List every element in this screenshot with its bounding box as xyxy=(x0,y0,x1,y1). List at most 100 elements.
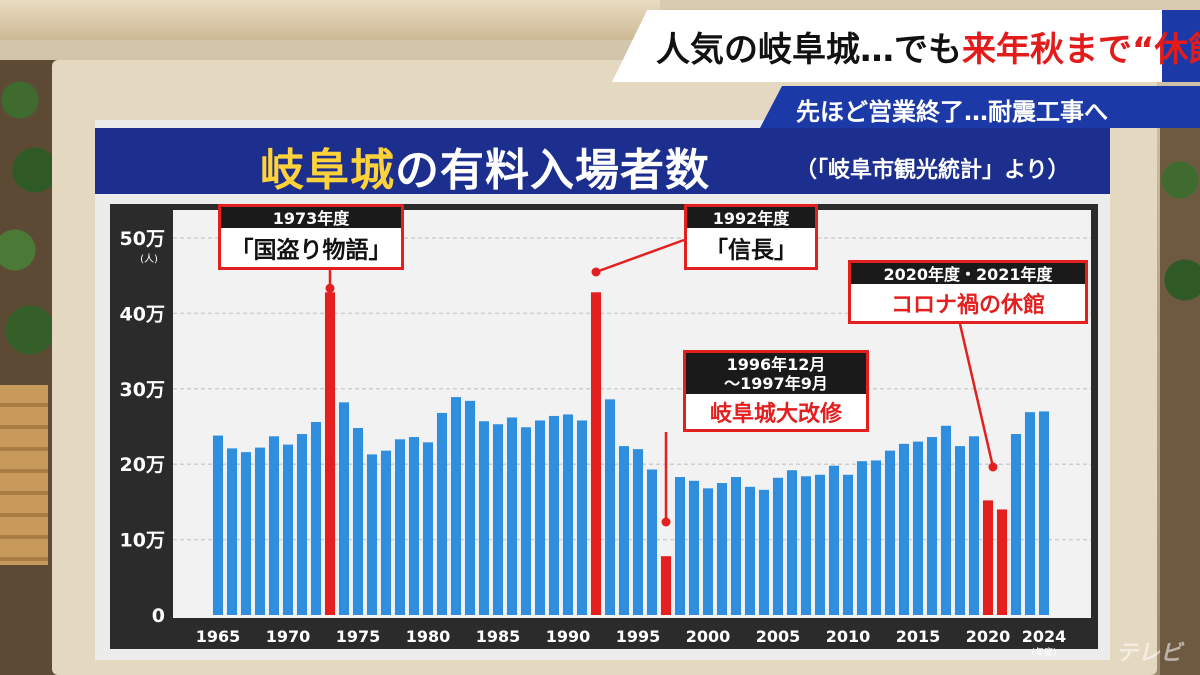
bar-1987 xyxy=(520,427,532,615)
annotation-period: 2020年度・2021年度 xyxy=(883,265,1053,284)
annotation-dot xyxy=(591,267,601,277)
bar-2000 xyxy=(702,488,714,615)
bar-1975 xyxy=(352,428,364,615)
studio-wood-panel xyxy=(0,0,660,40)
bar-2011 xyxy=(856,461,868,615)
bar-2012 xyxy=(870,460,882,615)
headline-highlight: 来年秋まで“休館” xyxy=(962,30,1200,70)
bar-1970 xyxy=(282,444,294,615)
bar-2002 xyxy=(730,477,742,615)
subheadline-telop: 先ほど営業終了…耐震工事へ xyxy=(760,86,1200,128)
bar-2014 xyxy=(898,443,910,615)
bar-1965 xyxy=(212,435,224,615)
bar-1991 xyxy=(576,420,588,615)
headline-accent-bar xyxy=(1162,10,1200,82)
bar-2024 xyxy=(1038,411,1050,615)
bar-1980 xyxy=(422,442,434,615)
bar-2016 xyxy=(926,437,938,615)
y-tick-label: 0 xyxy=(152,605,165,627)
x-tick-label: 1995 xyxy=(616,627,661,646)
bar-1971 xyxy=(296,434,308,615)
bar-1995 xyxy=(632,449,644,615)
bar-2010 xyxy=(842,474,854,615)
bar-1994 xyxy=(618,446,630,615)
bar-2018 xyxy=(954,446,966,615)
y-tick-label: 20万 xyxy=(120,454,165,476)
bar-2023 xyxy=(1024,412,1036,615)
headline-prefix: 人気の岐阜城…でも xyxy=(656,30,962,70)
annotation-period: ～1997年9月 xyxy=(724,374,828,393)
chart-source: （「岐阜市観光統計」より） xyxy=(795,158,1070,183)
bar-1977 xyxy=(380,450,392,615)
bar-2021 xyxy=(996,509,1008,615)
bar-2022 xyxy=(1010,434,1022,615)
channel-logo: テレビ xyxy=(1115,641,1182,666)
annotation-label: 「国盗り物語」 xyxy=(231,236,392,263)
bar-2007 xyxy=(800,476,812,615)
annotation-dot xyxy=(661,517,671,527)
bar-2006 xyxy=(786,470,798,615)
bar-1985 xyxy=(492,424,504,615)
chart-title-highlight: 岐阜城 xyxy=(260,145,395,196)
x-tick-label: 2024 xyxy=(1022,627,1067,646)
annotation-header xyxy=(851,263,1085,284)
x-tick-label: 1965 xyxy=(196,627,241,646)
annotation-label: 岐阜城大改修 xyxy=(710,401,843,427)
bar-2003 xyxy=(744,486,756,615)
y-unit-label: (人) xyxy=(140,253,158,265)
studio-plants-right xyxy=(1160,120,1200,675)
bar-1968 xyxy=(254,447,266,615)
annotation-header xyxy=(687,207,815,228)
y-tick-label: 40万 xyxy=(120,303,165,325)
bar-1992 xyxy=(590,292,602,615)
bar-chart: 0 10万 20万 30万 40万 50万 (人) 1965 1970 1975 1980 1985 1… xyxy=(120,204,1091,658)
bar-1972 xyxy=(310,421,322,615)
annotation-connector xyxy=(958,323,995,468)
studio-shelf xyxy=(0,385,48,565)
bar-1981 xyxy=(436,412,448,615)
annotation-connector xyxy=(595,238,685,274)
chart-title-bar: 岐阜城の有料入場者数 （「岐阜市観光統計」より） xyxy=(95,128,1110,196)
bar-2015 xyxy=(912,441,924,615)
bar-2001 xyxy=(716,483,728,615)
bar-1997 xyxy=(660,556,672,615)
annotation-dot xyxy=(325,283,335,293)
bar-1996 xyxy=(646,469,658,615)
bar-2009 xyxy=(828,465,840,615)
studio-plants-left xyxy=(0,60,60,675)
bar-1983 xyxy=(464,400,476,615)
bar-2020 xyxy=(982,500,994,615)
bar-1967 xyxy=(240,452,252,615)
chart-screen: 岐阜城の有料入場者数 （「岐阜市観光統計」より） 0 10万 20万 30万 40万 50… xyxy=(95,120,1110,660)
bar-1978 xyxy=(394,439,406,615)
bar-2019 xyxy=(968,436,980,615)
bar-1973 xyxy=(324,292,336,615)
annotation-label: 「信長」 xyxy=(705,236,797,263)
x-tick-label: 2000 xyxy=(686,627,731,646)
annotation-header xyxy=(686,353,866,394)
bar-2004 xyxy=(758,489,770,615)
x-tick-label: 1970 xyxy=(266,627,311,646)
y-tick-label: 30万 xyxy=(120,379,165,401)
bar-2005 xyxy=(772,477,784,615)
headline-telop: 人気の岐阜城…でも来年秋まで“休館” xyxy=(612,10,1200,82)
y-tick-label: 10万 xyxy=(120,530,165,552)
x-tick-label: 1980 xyxy=(406,627,451,646)
bar-1999 xyxy=(688,480,700,615)
headline-background xyxy=(612,10,1200,82)
bar-1969 xyxy=(268,436,280,615)
x-tick-label: 1990 xyxy=(546,627,591,646)
bar-1976 xyxy=(366,454,378,615)
chart-title: 岐阜城の有料入場者数 xyxy=(260,134,710,198)
annotation-body xyxy=(687,228,815,267)
bar-1986 xyxy=(506,417,518,615)
bar-1984 xyxy=(478,421,490,615)
x-tick-label: 2015 xyxy=(896,627,941,646)
bar-1988 xyxy=(534,420,546,615)
bar-2008 xyxy=(814,474,826,615)
bar-1979 xyxy=(408,437,420,615)
annotation-period: 1973年度 xyxy=(273,209,351,228)
bar-1974 xyxy=(338,402,350,615)
x-tick-label: 2005 xyxy=(756,627,801,646)
x-tick-label: 2010 xyxy=(826,627,871,646)
